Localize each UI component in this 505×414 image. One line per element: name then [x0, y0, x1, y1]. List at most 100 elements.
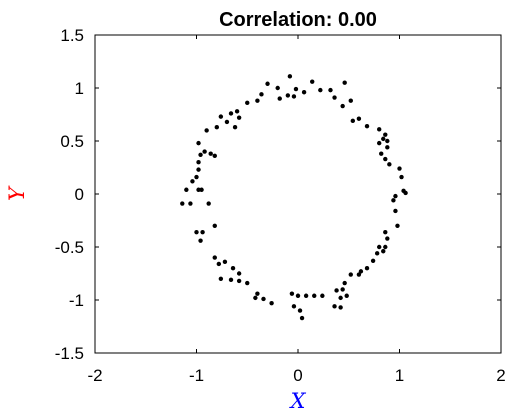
data-point [200, 229, 205, 235]
data-point [328, 87, 333, 93]
data-point [277, 96, 282, 101]
plot-area [94, 34, 502, 354]
data-point [348, 98, 353, 103]
data-point [332, 95, 337, 100]
data-point [289, 291, 295, 296]
data-point [377, 127, 382, 132]
data-point [202, 149, 207, 154]
data-point [245, 280, 250, 286]
data-point [381, 136, 386, 142]
data-point [393, 208, 398, 214]
data-point [265, 81, 270, 86]
data-point [332, 304, 337, 309]
y-tick-marks [95, 34, 501, 354]
y-axis: 1.5 1 0.5 0 -0.5 -1 -1.5 Y [5, 26, 501, 363]
data-point [218, 276, 224, 281]
data-point [379, 151, 384, 156]
data-point [381, 249, 386, 254]
data-point [364, 123, 370, 129]
data-point [285, 93, 291, 98]
data-point [387, 162, 392, 167]
y-tick-label: 1.5 [60, 26, 84, 45]
data-point [218, 114, 224, 119]
data-point [350, 118, 356, 124]
data-point [245, 100, 250, 106]
data-point [253, 295, 258, 301]
data-point [342, 280, 347, 286]
data-point [214, 125, 219, 130]
x-tick-marks [94, 35, 502, 353]
data-point [385, 138, 390, 144]
y-tick-label: 1 [75, 79, 84, 98]
data-point [199, 187, 204, 192]
data-point [293, 86, 299, 92]
data-point [180, 201, 185, 206]
y-tick-label: 0 [75, 185, 84, 204]
data-point [196, 140, 201, 146]
data-point [228, 277, 234, 283]
data-point [216, 261, 222, 267]
data-point [383, 229, 388, 235]
x-tick-label: 0 [293, 366, 302, 385]
data-point [198, 238, 203, 243]
data-point [212, 255, 217, 260]
data-point [383, 156, 388, 162]
data-point [377, 140, 382, 146]
data-point [188, 201, 193, 206]
data-point [334, 288, 339, 293]
data-point [364, 266, 370, 271]
data-point [383, 132, 388, 137]
x-axis: -2 -1 0 1 2 X [87, 35, 505, 413]
data-point [236, 278, 242, 284]
data-point [344, 293, 349, 298]
x-axis-label: X [289, 389, 307, 413]
data-point [236, 271, 242, 276]
data-point [356, 272, 362, 277]
data-point [340, 103, 345, 109]
data-point [196, 187, 201, 192]
data-point [196, 160, 201, 165]
data-point [318, 87, 323, 93]
data-point [393, 193, 398, 199]
data-point [383, 244, 388, 250]
y-tick-label: -1 [69, 291, 84, 310]
data-point [228, 111, 234, 116]
y-tick-label: -1.5 [55, 344, 84, 363]
data-point [255, 291, 260, 296]
data-point [222, 259, 228, 265]
data-point [340, 287, 345, 292]
data-point [312, 293, 317, 298]
data-point [385, 236, 390, 241]
chart-title: Correlation: 0.00 [219, 9, 377, 31]
y-tick-label: 0.5 [60, 132, 84, 151]
data-point [403, 190, 408, 196]
data-point [385, 145, 390, 150]
data-point [259, 92, 264, 97]
x-tick-label: 1 [395, 366, 404, 385]
data-point [196, 167, 201, 172]
data-point [232, 125, 238, 130]
data-point [377, 244, 382, 250]
data-point [269, 300, 274, 306]
data-point [236, 115, 242, 120]
data-point [287, 74, 293, 79]
data-point [358, 269, 364, 274]
data-point [261, 296, 266, 302]
data-point [204, 128, 209, 133]
data-point [275, 85, 280, 91]
data-point [397, 166, 402, 171]
data-point [212, 153, 217, 159]
data-point [190, 179, 195, 184]
data-point [297, 308, 303, 313]
x-tick-label: 2 [496, 366, 505, 385]
x-tick-label: -2 [87, 366, 102, 385]
data-point [208, 151, 213, 156]
data-point [291, 94, 297, 99]
data-point [370, 258, 376, 263]
data-point [230, 266, 236, 271]
data-point [303, 293, 309, 298]
data-point [194, 229, 199, 235]
data-point [320, 293, 325, 298]
x-tick-label: -1 [189, 366, 204, 385]
data-point [234, 109, 240, 114]
